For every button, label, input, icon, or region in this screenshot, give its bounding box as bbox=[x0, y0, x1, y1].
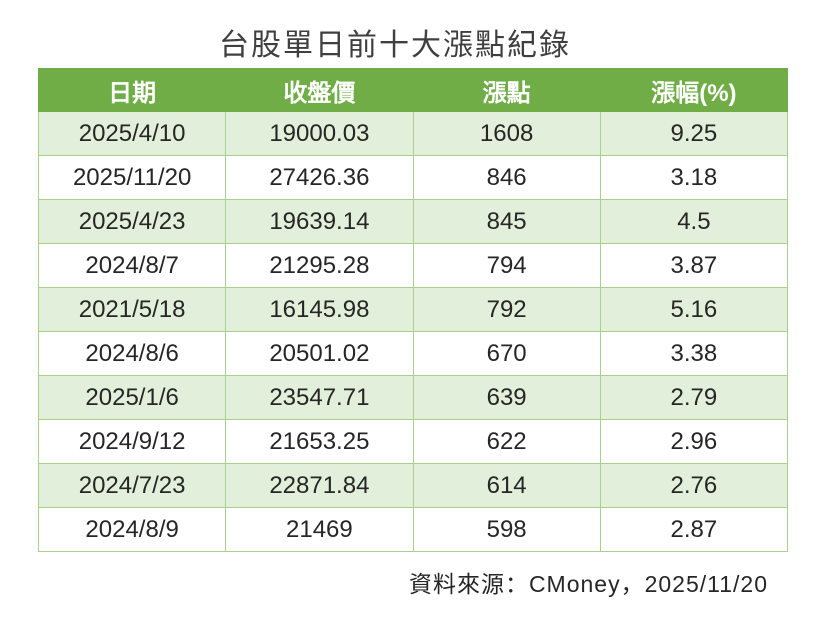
table-cell: 2.76 bbox=[599, 463, 789, 508]
table-cell: 845 bbox=[412, 199, 601, 244]
table-cell: 2021/5/18 bbox=[37, 287, 227, 332]
table-cell: 2.87 bbox=[599, 507, 789, 552]
table-cell: 3.87 bbox=[599, 243, 789, 288]
table-cell: 598 bbox=[412, 507, 601, 552]
table-cell: 2.79 bbox=[599, 375, 789, 420]
table-row: 2024/8/7 21295.28 794 3.87 bbox=[37, 243, 789, 288]
table-body: 2025/4/10 19000.03 1608 9.25 2025/11/20 27426… bbox=[37, 111, 789, 552]
table-cell: 670 bbox=[412, 331, 601, 376]
table-cell: 20501.02 bbox=[225, 331, 414, 376]
table-header: 日期 收盤價 漲點 漲幅(%) bbox=[37, 68, 789, 112]
table-cell: 16145.98 bbox=[225, 287, 414, 332]
table-cell: 2024/7/23 bbox=[37, 463, 227, 508]
table-cell: 2.96 bbox=[599, 419, 789, 464]
table-cell: 27426.36 bbox=[225, 155, 414, 200]
table-cell: 4.5 bbox=[599, 199, 789, 244]
table-cell: 21469 bbox=[225, 507, 414, 552]
table-cell: 614 bbox=[412, 463, 601, 508]
gain-records-table: 日期 收盤價 漲點 漲幅(%) 2025/4/10 19000.03 1608 9.2… bbox=[37, 68, 789, 552]
table-cell: 21653.25 bbox=[225, 419, 414, 464]
column-header-points-gained: 漲點 bbox=[412, 68, 601, 112]
table-cell: 622 bbox=[412, 419, 601, 464]
column-header-percent-gain: 漲幅(%) bbox=[599, 68, 789, 112]
column-header-date: 日期 bbox=[37, 68, 227, 112]
table-cell: 2025/1/6 bbox=[37, 375, 227, 420]
table-row: 2025/4/10 19000.03 1608 9.25 bbox=[37, 111, 789, 156]
table-cell: 3.18 bbox=[599, 155, 789, 200]
table-cell: 1608 bbox=[412, 111, 601, 156]
table-row: 2024/7/23 22871.84 614 2.76 bbox=[37, 463, 789, 508]
table-row: 2025/4/23 19639.14 845 4.5 bbox=[37, 199, 789, 244]
table-cell: 5.16 bbox=[599, 287, 789, 332]
table-cell: 2025/11/20 bbox=[37, 155, 227, 200]
table-cell: 19000.03 bbox=[225, 111, 414, 156]
table-cell: 2024/8/7 bbox=[37, 243, 227, 288]
data-source-note: 資料來源：CMoney，2025/11/20 bbox=[408, 571, 768, 597]
table-row: 2021/5/18 16145.98 792 5.16 bbox=[37, 287, 789, 332]
table-cell: 639 bbox=[412, 375, 601, 420]
table-row: 2024/8/6 20501.02 670 3.38 bbox=[37, 331, 789, 376]
table-cell: 21295.28 bbox=[225, 243, 414, 288]
table-cell: 792 bbox=[412, 287, 601, 332]
table-cell: 794 bbox=[412, 243, 601, 288]
table-cell: 846 bbox=[412, 155, 601, 200]
table-cell: 2025/4/10 bbox=[37, 111, 227, 156]
column-header-close-price: 收盤價 bbox=[225, 68, 414, 112]
table-row: 2025/1/6 23547.71 639 2.79 bbox=[37, 375, 789, 420]
table-cell: 2024/8/6 bbox=[37, 331, 227, 376]
table-cell: 22871.84 bbox=[225, 463, 414, 508]
table-cell: 2025/4/23 bbox=[37, 199, 227, 244]
table-cell: 3.38 bbox=[599, 331, 789, 376]
table-row: 2024/8/9 21469 598 2.87 bbox=[37, 507, 789, 552]
table-cell: 19639.14 bbox=[225, 199, 414, 244]
table-cell: 2024/8/9 bbox=[37, 507, 227, 552]
table-cell: 2024/9/12 bbox=[37, 419, 227, 464]
table-cell: 23547.71 bbox=[225, 375, 414, 420]
table-cell: 9.25 bbox=[599, 111, 789, 156]
table-row: 2025/11/20 27426.36 846 3.18 bbox=[37, 155, 789, 200]
table-row: 2024/9/12 21653.25 622 2.96 bbox=[37, 419, 789, 464]
page-title: 台股單日前十大漲點紀錄 bbox=[219, 29, 571, 62]
header-row: 日期 收盤價 漲點 漲幅(%) bbox=[37, 68, 789, 112]
